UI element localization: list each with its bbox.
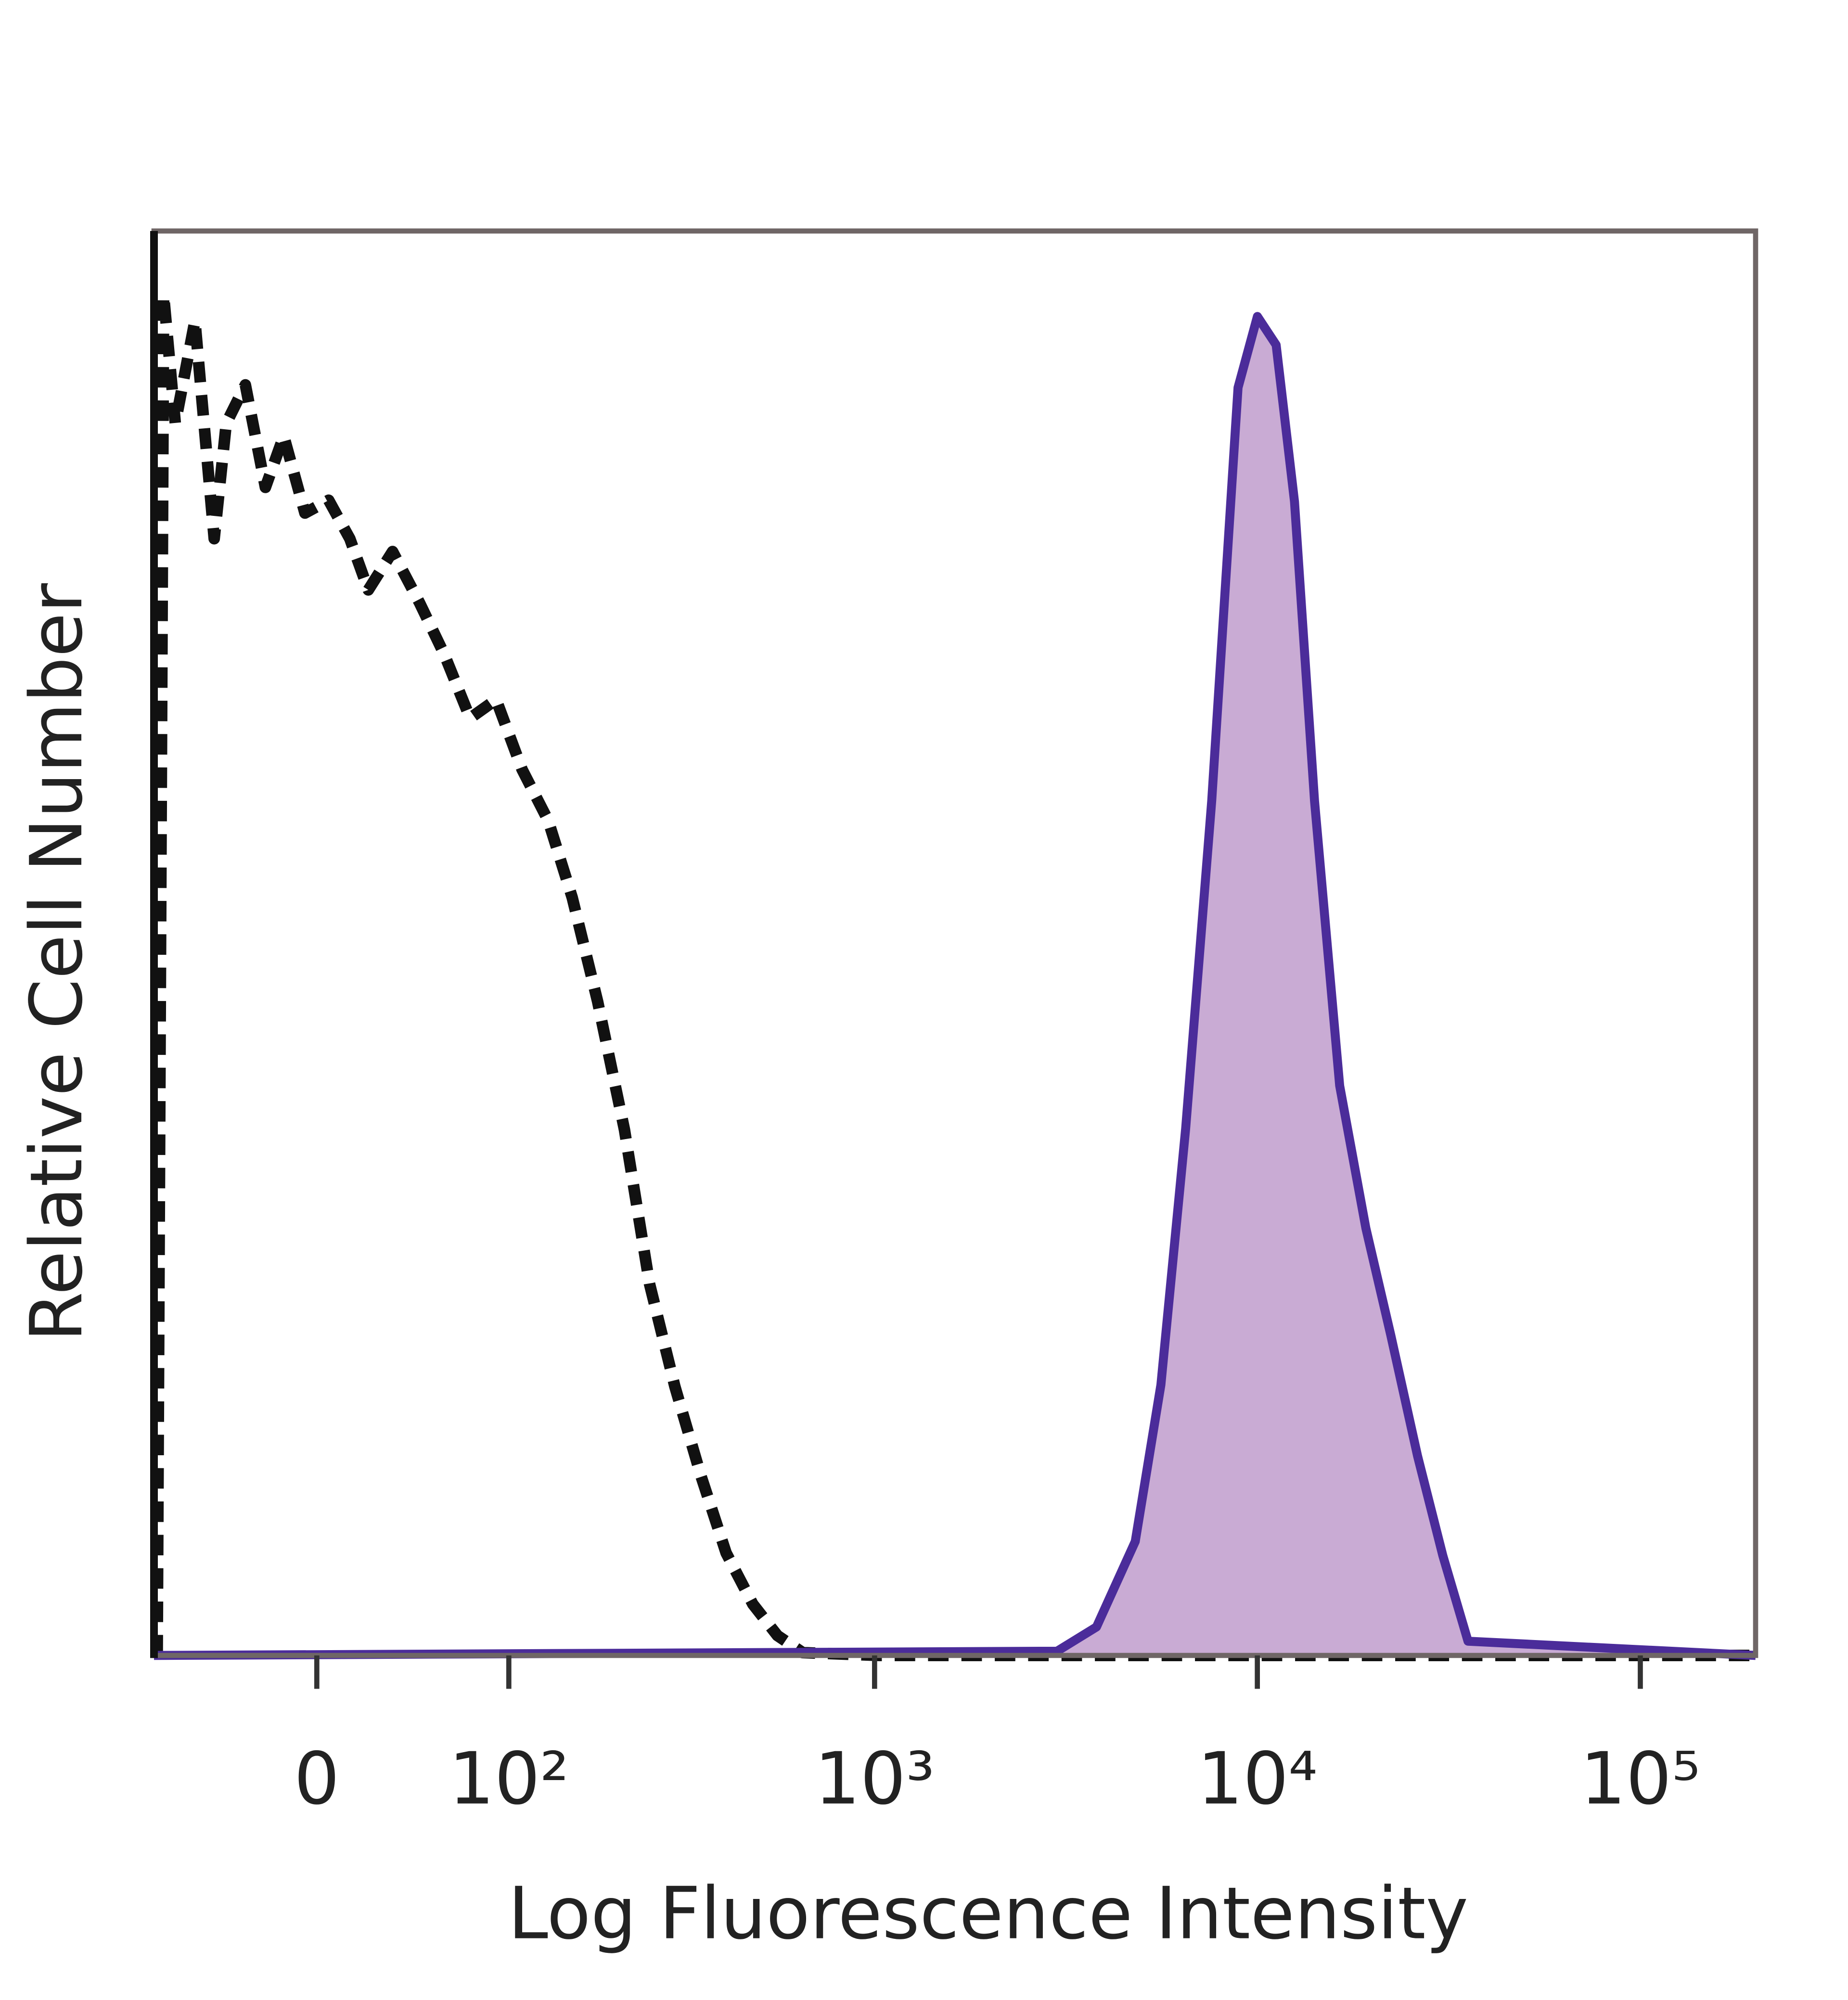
plot-area: [151, 289, 1756, 1661]
x-tick-label: 10⁴: [1197, 1737, 1318, 1821]
y-axis-label: Relative Cell Number: [15, 583, 99, 1342]
x-tick-label: 0: [294, 1737, 340, 1821]
x-axis-label: Log Fluorescence Intensity: [508, 1872, 1468, 1956]
x-tick-label: 10³: [814, 1737, 935, 1821]
histogram-line: [151, 289, 1756, 1661]
histogram-line: [154, 312, 1756, 1660]
x-tick-label: 10²: [449, 1737, 569, 1821]
x-tick-label: 10⁵: [1580, 1737, 1701, 1821]
histogram-fill: [154, 316, 1756, 1655]
